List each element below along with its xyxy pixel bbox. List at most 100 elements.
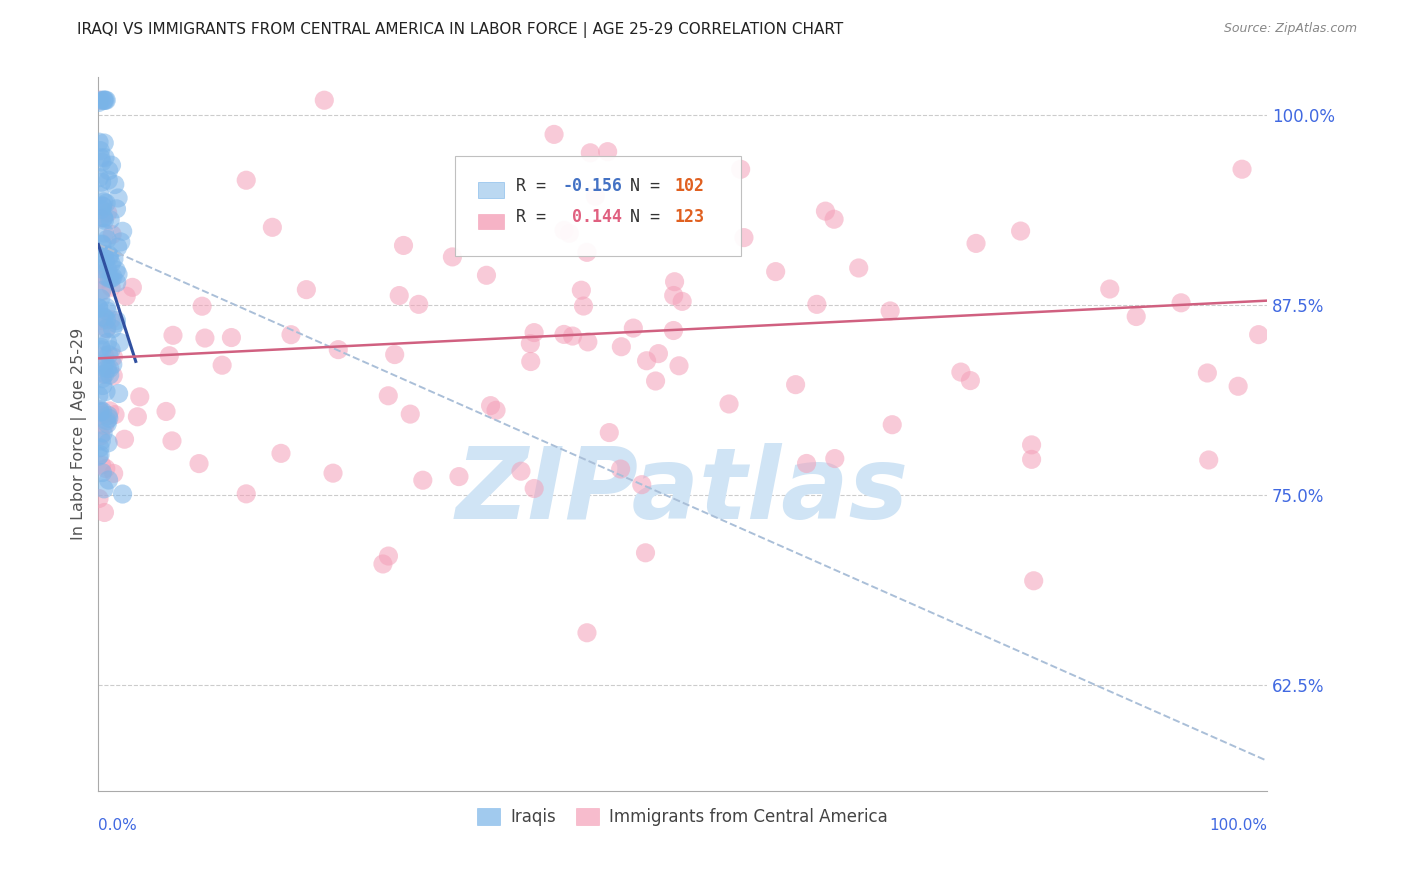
Point [1197,366,1219,380]
Point [823,212,845,227]
Point [101,321,124,335]
Point [91,466,114,480]
Point [87,449,110,463]
Point [879,304,901,318]
Point [93,482,115,496]
Point [221,330,243,344]
Point [91,378,114,392]
Point [90,93,112,107]
Point [93,136,115,150]
Point [160,434,183,448]
Point [107,240,129,254]
Point [596,145,619,159]
Point [90,285,112,299]
Point [392,238,415,252]
Point [959,374,981,388]
Point [90,343,112,357]
Point [97,163,120,178]
Point [91,255,114,269]
Point [96,417,118,431]
Point [475,268,498,283]
Point [93,213,115,227]
Point [101,270,124,285]
Point [399,407,422,421]
Point [111,487,134,501]
Point [90,151,112,165]
Legend: Iraqis, Immigrants from Central America: Iraqis, Immigrants from Central America [471,801,894,833]
Point [718,397,741,411]
Point [814,204,837,219]
Point [485,403,508,417]
Point [1021,452,1043,467]
Text: R =: R = [516,177,555,195]
Point [371,557,394,571]
Point [610,340,633,354]
Text: IRAQI VS IMMIGRANTS FROM CENTRAL AMERICA IN LABOR FORCE | AGE 25-29 CORRELATION : IRAQI VS IMMIGRANTS FROM CENTRAL AMERICA… [77,22,844,38]
Point [510,464,533,478]
Point [89,211,111,225]
Point [93,247,115,261]
Point [90,175,112,189]
Point [583,189,606,203]
Point [519,354,541,368]
Text: 100.0%: 100.0% [1209,819,1267,833]
Point [733,230,755,244]
Point [90,155,112,169]
Point [949,365,972,379]
Point [100,257,122,271]
Point [572,299,595,313]
Point [1010,224,1032,238]
Point [103,368,125,383]
Point [295,283,318,297]
Point [96,269,118,284]
Point [98,212,121,227]
Point [93,226,115,240]
Point [377,549,399,563]
Point [90,327,112,342]
Point [108,335,131,350]
Point [89,273,111,287]
Point [91,371,114,385]
Point [107,191,129,205]
Point [91,199,114,213]
Text: 0.0%: 0.0% [98,819,138,833]
Point [644,374,666,388]
Point [630,477,652,491]
Point [115,289,138,303]
Point [848,260,870,275]
Point [91,425,114,440]
Point [107,386,129,401]
Point [575,625,598,640]
Point [105,263,128,277]
Point [98,271,121,285]
Point [96,321,118,335]
Point [100,280,122,294]
Point [235,487,257,501]
Point [87,301,110,315]
Point [569,283,592,297]
Point [1227,379,1250,393]
Point [89,93,111,107]
Point [103,350,125,364]
Point [191,299,214,313]
Point [93,211,115,225]
Point [523,326,546,340]
Point [114,432,136,446]
Point [662,288,685,302]
Point [647,346,669,360]
Point [561,329,583,343]
Point [94,384,117,399]
Point [479,399,502,413]
Point [94,367,117,381]
Point [579,145,602,160]
Point [111,224,134,238]
Point [157,349,180,363]
Text: R =: R = [516,209,555,227]
Point [664,275,686,289]
Point [806,297,828,311]
Point [103,252,125,266]
Point [519,336,541,351]
Point [93,506,115,520]
Point [87,135,110,149]
Point [89,187,111,202]
